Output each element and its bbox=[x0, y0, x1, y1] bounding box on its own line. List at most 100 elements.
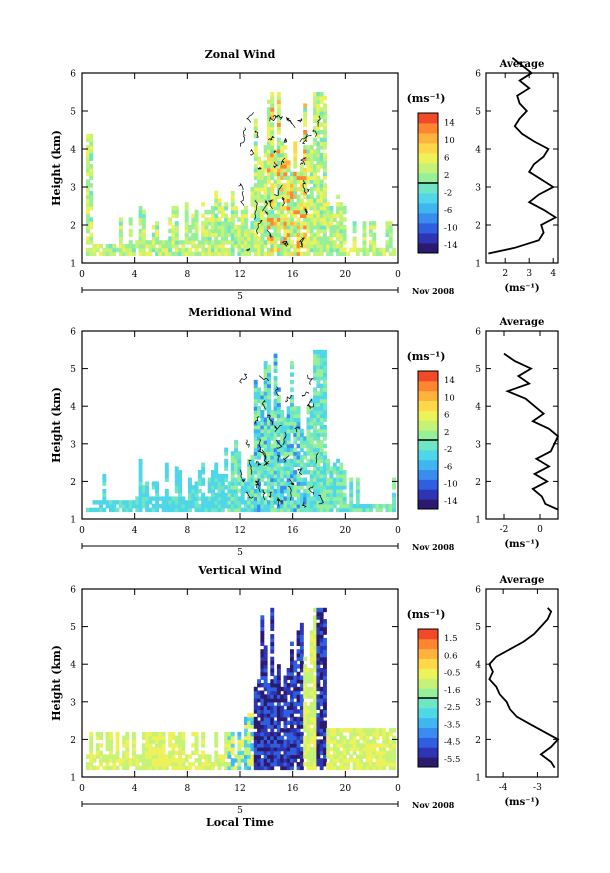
heatmap-cell bbox=[267, 198, 271, 203]
heatmap-cell bbox=[237, 743, 242, 748]
heatmap-cell bbox=[260, 391, 265, 396]
heatmap-cell bbox=[273, 398, 278, 404]
heatmap-cell bbox=[247, 462, 252, 467]
heatmap-cell bbox=[326, 477, 331, 482]
heatmap-cell bbox=[267, 217, 271, 222]
heatmap-cell bbox=[244, 754, 248, 759]
heatmap-cell bbox=[303, 462, 308, 467]
heatmap-cell bbox=[201, 244, 206, 249]
contour-line bbox=[302, 180, 307, 194]
colorbar-swatch bbox=[418, 163, 438, 174]
heatmap-cell bbox=[296, 731, 301, 737]
heatmap-cell bbox=[372, 236, 377, 241]
heatmap-cell bbox=[355, 739, 360, 744]
heatmap-cell bbox=[378, 762, 383, 767]
heatmap-cell bbox=[178, 481, 182, 486]
heatmap-cell bbox=[332, 758, 337, 763]
heatmap-cell bbox=[184, 754, 189, 759]
heatmap-cell bbox=[342, 754, 347, 759]
heatmap-cell bbox=[290, 743, 294, 748]
heatmap-cell bbox=[375, 247, 380, 253]
heatmap-cell bbox=[306, 694, 311, 699]
heatmap-cell bbox=[286, 160, 291, 165]
heatmap-cell bbox=[89, 175, 94, 180]
heatmap-cell bbox=[339, 251, 344, 256]
heatmap-cell bbox=[362, 735, 367, 740]
heatmap-cell bbox=[112, 754, 117, 759]
heatmap-cell bbox=[211, 209, 215, 215]
heatmap-cell bbox=[339, 466, 344, 471]
heatmap-cell bbox=[115, 731, 120, 737]
heatmap-cell bbox=[276, 451, 281, 456]
heatmap-cell bbox=[365, 251, 370, 256]
heatmap-cell bbox=[125, 244, 130, 249]
heatmap-cell bbox=[313, 217, 317, 222]
heatmap-cell bbox=[276, 137, 281, 142]
heatmap-cell bbox=[286, 735, 291, 740]
heatmap-cell bbox=[323, 126, 327, 131]
contour-line bbox=[286, 116, 292, 124]
heatmap-cell bbox=[332, 466, 337, 471]
heatmap-cell bbox=[224, 232, 229, 237]
heatmap-cell bbox=[270, 251, 275, 256]
heatmap-cell bbox=[296, 206, 301, 211]
heatmap-cell bbox=[128, 228, 133, 234]
heatmap-cell bbox=[290, 500, 294, 505]
heatmap-cell bbox=[181, 240, 186, 245]
heatmap-cell bbox=[309, 470, 314, 475]
heatmap-cell bbox=[286, 425, 291, 430]
heatmap-cell bbox=[197, 251, 202, 256]
heatmap-cell bbox=[313, 683, 317, 688]
contour-line bbox=[268, 199, 274, 209]
heatmap-cell bbox=[316, 410, 321, 415]
heatmap-cell bbox=[263, 713, 268, 718]
heatmap-cell bbox=[283, 417, 288, 422]
heatmap-cell bbox=[273, 379, 278, 385]
heatmap-cell bbox=[201, 228, 206, 234]
heatmap-cell bbox=[319, 630, 324, 635]
heatmap-cell bbox=[244, 758, 248, 763]
average-x-label: (ms⁻¹) bbox=[504, 539, 539, 550]
heatmap-cell bbox=[224, 500, 229, 505]
heatmap-cell bbox=[309, 228, 314, 234]
heatmap-cell bbox=[352, 240, 357, 245]
heatmap-cell bbox=[283, 183, 288, 188]
heatmap-cell bbox=[283, 206, 288, 211]
heatmap-cell bbox=[204, 762, 209, 767]
colorbar-unit: (ms⁻¹) bbox=[407, 92, 446, 105]
heatmap-cell bbox=[293, 507, 298, 513]
heatmap-cell bbox=[273, 492, 278, 498]
x-tick-label: 0 bbox=[395, 270, 401, 280]
heatmap-cell bbox=[326, 485, 331, 490]
heatmap-cell bbox=[253, 402, 258, 407]
heatmap-cell bbox=[267, 376, 271, 381]
heatmap-cell bbox=[201, 492, 206, 498]
heatmap-cell bbox=[319, 750, 324, 756]
heatmap-cell bbox=[326, 504, 331, 509]
heatmap-cell bbox=[388, 244, 393, 249]
heatmap-cell bbox=[342, 500, 347, 505]
heatmap-cell bbox=[244, 743, 248, 748]
heatmap-cell bbox=[313, 107, 317, 112]
heatmap-cell bbox=[257, 394, 261, 400]
heatmap-cell bbox=[270, 626, 275, 631]
heatmap-cell bbox=[227, 504, 232, 509]
heatmap-cell bbox=[313, 402, 317, 407]
heatmap-cell bbox=[359, 746, 364, 752]
heatmap-cell bbox=[253, 455, 258, 460]
heatmap-cell bbox=[316, 652, 321, 658]
heatmap-cell bbox=[273, 240, 278, 245]
heatmap-cell bbox=[230, 743, 235, 748]
heatmap-cell bbox=[293, 164, 298, 169]
heatmap-cell bbox=[293, 701, 298, 707]
heatmap-cell bbox=[214, 473, 219, 479]
heatmap-cell bbox=[171, 206, 176, 211]
heatmap-cell bbox=[224, 236, 229, 241]
heatmap-cell bbox=[355, 488, 360, 494]
heatmap-cell bbox=[339, 247, 344, 253]
heatmap-cell bbox=[118, 236, 123, 241]
heatmap-cell bbox=[283, 683, 288, 688]
heatmap-cell bbox=[253, 724, 258, 729]
heatmap-cell bbox=[270, 694, 275, 699]
heatmap-cell bbox=[158, 735, 163, 740]
